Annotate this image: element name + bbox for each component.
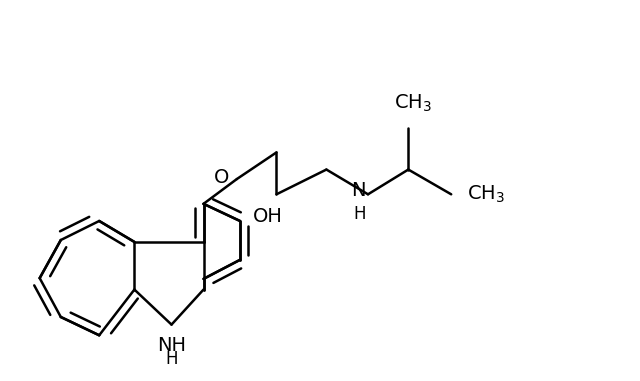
Text: NH: NH (157, 336, 186, 355)
Text: H: H (353, 205, 366, 223)
Text: H: H (165, 350, 178, 368)
Text: CH$_3$: CH$_3$ (394, 93, 432, 114)
Text: CH$_3$: CH$_3$ (467, 184, 505, 205)
Text: OH: OH (253, 207, 282, 226)
Text: N: N (351, 181, 366, 200)
Text: O: O (214, 168, 229, 187)
